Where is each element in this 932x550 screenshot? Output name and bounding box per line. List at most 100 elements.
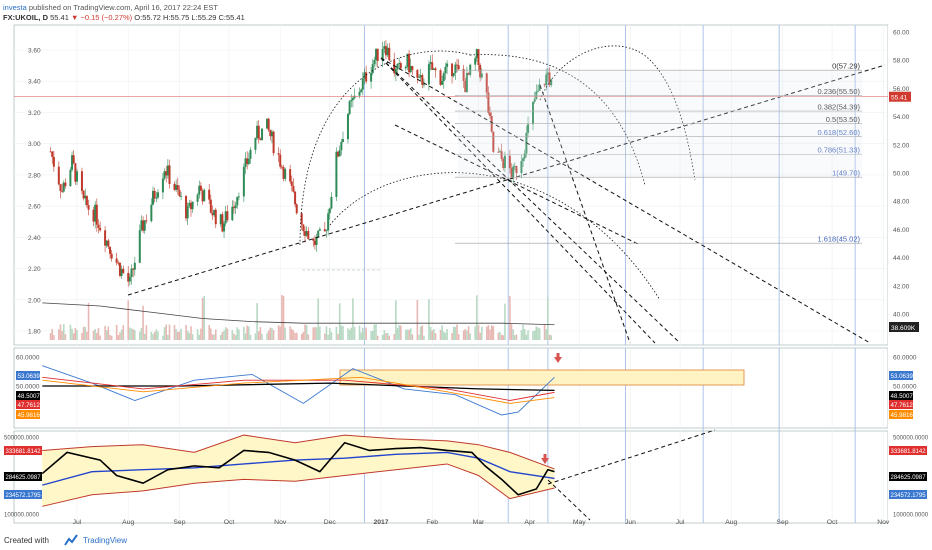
volume-bar	[219, 335, 222, 340]
volume-bar	[99, 335, 101, 340]
candle	[166, 165, 169, 176]
volume-bar	[130, 328, 133, 340]
candle	[512, 166, 515, 178]
volume-bar	[370, 331, 372, 340]
candle	[284, 169, 287, 179]
volume-bar	[129, 327, 131, 340]
volume-bar	[464, 329, 467, 340]
volume-bar	[290, 328, 293, 340]
volume-bar	[479, 332, 481, 340]
candle	[350, 100, 353, 102]
volume-bar	[360, 332, 362, 340]
osc-value-badge	[16, 371, 40, 380]
volume-bar	[203, 295, 206, 340]
symbol-name[interactable]: FX:UKOIL, D	[3, 13, 48, 22]
bands-value-badge	[4, 472, 42, 481]
candle	[416, 69, 419, 78]
candle	[208, 189, 211, 200]
tradingview-brand[interactable]: TradingView	[83, 536, 128, 545]
volume-bar	[466, 330, 468, 340]
candle	[434, 68, 437, 71]
volume-bar	[162, 335, 164, 340]
volume-bar	[522, 324, 524, 340]
volume-bar	[69, 324, 72, 340]
volume-bar	[92, 330, 95, 340]
volume-bar	[188, 333, 191, 340]
volume-bar	[537, 327, 539, 340]
volume-bar	[196, 329, 199, 340]
volume-bar	[400, 325, 402, 340]
volume-bar	[165, 324, 168, 340]
chart-grid	[14, 25, 888, 523]
volume-bar	[454, 327, 457, 340]
x-axis-tick: Sep	[776, 519, 788, 526]
candle	[550, 79, 553, 86]
candle	[244, 158, 247, 167]
volume-bar	[295, 332, 298, 340]
volume-bar	[509, 296, 511, 340]
candle	[373, 59, 376, 65]
candle	[376, 48, 379, 61]
volume-bar	[277, 325, 280, 340]
volume-bar	[550, 335, 552, 340]
candle	[203, 189, 206, 202]
x-axis-tick: Oct	[827, 519, 838, 526]
right-axis-tick: 58.00	[893, 58, 910, 65]
volume-bar	[338, 303, 341, 340]
candle	[452, 73, 455, 77]
candle	[110, 253, 113, 259]
candle	[140, 220, 143, 231]
candle	[272, 131, 275, 154]
fib-level-label: 0.786(51.33)	[817, 146, 860, 155]
bands-value-badge	[4, 446, 42, 455]
candle	[422, 84, 425, 86]
volume-bar	[150, 331, 153, 340]
left-axis-tick: 1.80	[28, 329, 41, 336]
osc-value-label: 48.5007	[891, 393, 914, 400]
volume-bar	[244, 333, 247, 340]
osc-value-label: 45.9816	[18, 412, 41, 419]
candle	[176, 185, 179, 190]
candle	[396, 64, 399, 70]
trend-line	[547, 429, 716, 485]
volume-bar	[502, 335, 505, 340]
volume-bar	[439, 329, 442, 340]
osc-value-badge	[16, 391, 40, 400]
volume-bar	[497, 332, 500, 340]
candle	[51, 151, 54, 157]
volume-bar	[97, 328, 100, 340]
candle	[371, 64, 374, 74]
author-name[interactable]: investa	[3, 3, 27, 12]
volume-bar	[191, 334, 194, 340]
volume-bar	[210, 328, 212, 340]
volume-bar	[155, 329, 158, 340]
volume-bar	[175, 328, 177, 340]
bands-value-badge	[889, 446, 927, 455]
down-arrow-icon	[554, 357, 562, 363]
volume-bar	[284, 327, 286, 340]
candle	[515, 166, 518, 174]
volume-bar	[81, 332, 83, 340]
candle	[150, 204, 153, 222]
right-axis-tick: 56.00	[893, 86, 910, 93]
candle	[214, 209, 217, 225]
candle	[175, 185, 178, 190]
volume-bar	[527, 330, 529, 340]
volume-bar	[223, 330, 225, 340]
candle	[221, 214, 224, 232]
volume-bar	[396, 327, 399, 340]
candle	[394, 69, 397, 74]
right-axis-tick: 42.00	[893, 283, 910, 290]
x-axis-tick: May	[573, 519, 586, 526]
candle	[132, 268, 135, 270]
volume-bar	[492, 326, 495, 340]
bands-pane	[41, 429, 716, 521]
candle	[442, 73, 445, 82]
volume-bar	[538, 328, 541, 340]
candle	[163, 171, 166, 179]
volume-bar	[200, 328, 202, 340]
bands-axis-tick: 100000.0000	[4, 513, 40, 519]
volume-bar	[328, 327, 331, 340]
volume-bar	[233, 333, 235, 340]
